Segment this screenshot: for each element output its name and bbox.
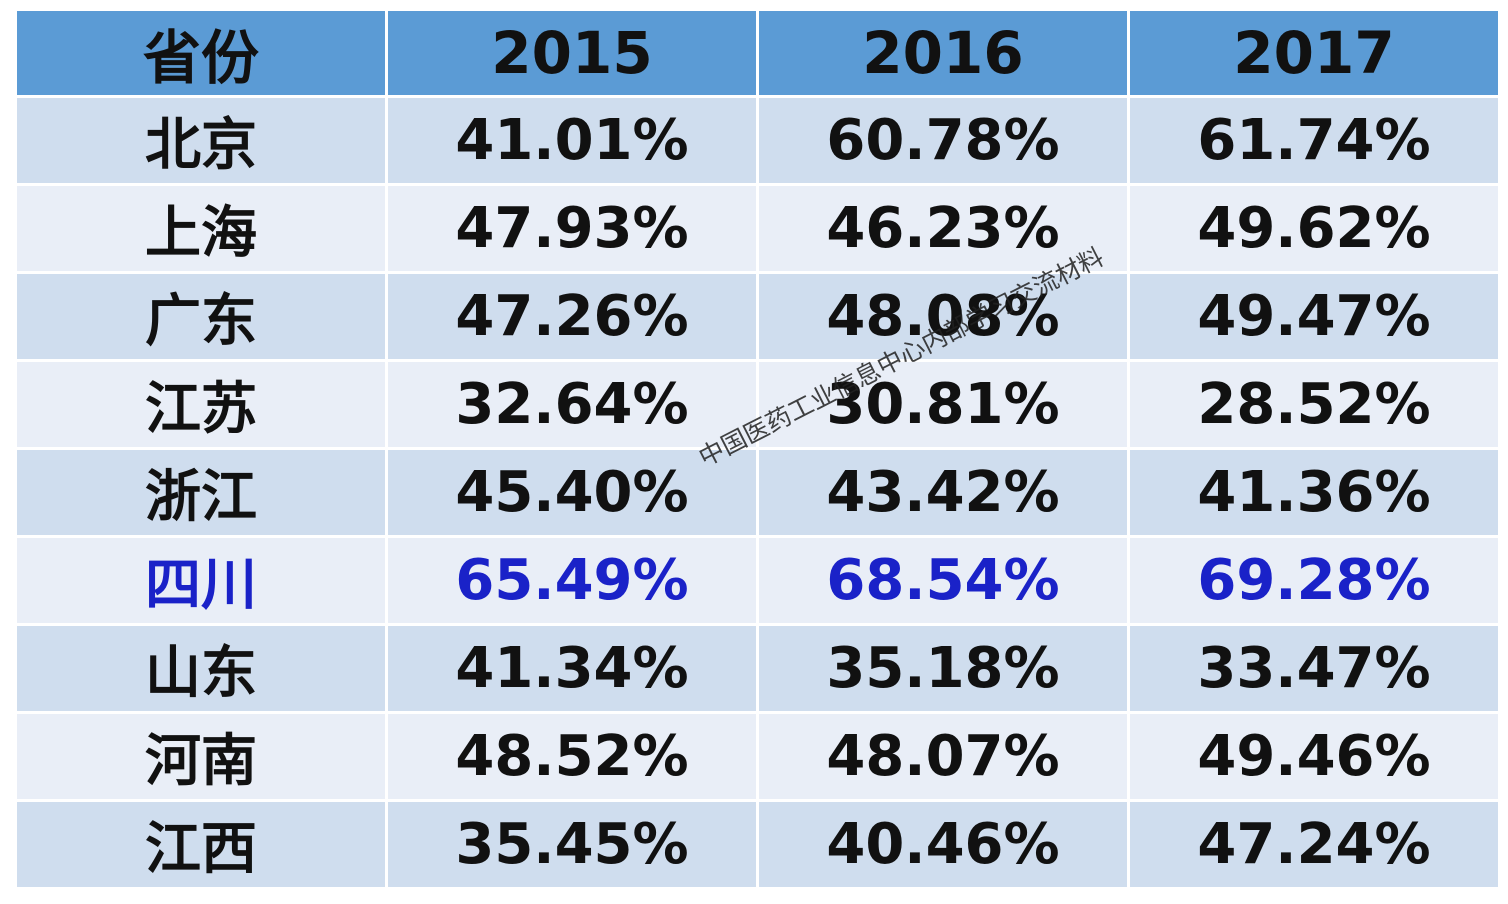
header-year-2017: 2017 <box>1127 8 1501 98</box>
value-cell: 48.08% <box>756 271 1130 362</box>
table-row: 四川 65.49% 68.54% 69.28% <box>14 535 1501 626</box>
table-header-row: 省份 2015 2016 2017 <box>14 8 1501 98</box>
value-cell: 47.26% <box>385 271 759 362</box>
province-cell: 四川 <box>14 535 388 626</box>
value-cell: 60.78% <box>756 95 1130 186</box>
table-row: 江西 35.45% 40.46% 47.24% <box>14 799 1501 890</box>
header-year-2016: 2016 <box>756 8 1130 98</box>
value-cell: 49.46% <box>1127 711 1501 802</box>
value-cell: 28.52% <box>1127 359 1501 450</box>
value-cell: 40.46% <box>756 799 1130 890</box>
value-cell: 49.47% <box>1127 271 1501 362</box>
table-row: 上海 47.93% 46.23% 49.62% <box>14 183 1501 274</box>
value-cell: 61.74% <box>1127 95 1501 186</box>
table-row: 广东 47.26% 48.08% 49.47% <box>14 271 1501 362</box>
table-row: 江苏 32.64% 30.81% 28.52% <box>14 359 1501 450</box>
province-cell: 河南 <box>14 711 388 802</box>
value-cell: 68.54% <box>756 535 1130 626</box>
table-row: 北京 41.01% 60.78% 61.74% <box>14 95 1501 186</box>
data-table-container: 省份 2015 2016 2017 北京 41.01% 60.78% 61.74% 上海… <box>14 8 1501 890</box>
value-cell: 41.36% <box>1127 447 1501 538</box>
province-cell: 江西 <box>14 799 388 890</box>
header-year-2015: 2015 <box>385 8 759 98</box>
value-cell: 49.62% <box>1127 183 1501 274</box>
value-cell: 35.18% <box>756 623 1130 714</box>
value-cell: 41.01% <box>385 95 759 186</box>
value-cell: 46.23% <box>756 183 1130 274</box>
value-cell: 45.40% <box>385 447 759 538</box>
value-cell: 43.42% <box>756 447 1130 538</box>
value-cell: 48.52% <box>385 711 759 802</box>
province-cell: 广东 <box>14 271 388 362</box>
value-cell: 35.45% <box>385 799 759 890</box>
value-cell: 69.28% <box>1127 535 1501 626</box>
province-cell: 浙江 <box>14 447 388 538</box>
value-cell: 48.07% <box>756 711 1130 802</box>
value-cell: 47.93% <box>385 183 759 274</box>
province-cell: 山东 <box>14 623 388 714</box>
table-row: 山东 41.34% 35.18% 33.47% <box>14 623 1501 714</box>
province-percentage-table: 省份 2015 2016 2017 北京 41.01% 60.78% 61.74% 上海… <box>14 8 1501 890</box>
value-cell: 65.49% <box>385 535 759 626</box>
value-cell: 33.47% <box>1127 623 1501 714</box>
table-body: 北京 41.01% 60.78% 61.74% 上海 47.93% 46.23% 49.62%… <box>14 95 1501 890</box>
value-cell: 41.34% <box>385 623 759 714</box>
header-province: 省份 <box>14 8 388 98</box>
value-cell: 32.64% <box>385 359 759 450</box>
province-cell: 江苏 <box>14 359 388 450</box>
table-row: 浙江 45.40% 43.42% 41.36% <box>14 447 1501 538</box>
province-cell: 北京 <box>14 95 388 186</box>
value-cell: 30.81% <box>756 359 1130 450</box>
value-cell: 47.24% <box>1127 799 1501 890</box>
province-cell: 上海 <box>14 183 388 274</box>
table-row: 河南 48.52% 48.07% 49.46% <box>14 711 1501 802</box>
